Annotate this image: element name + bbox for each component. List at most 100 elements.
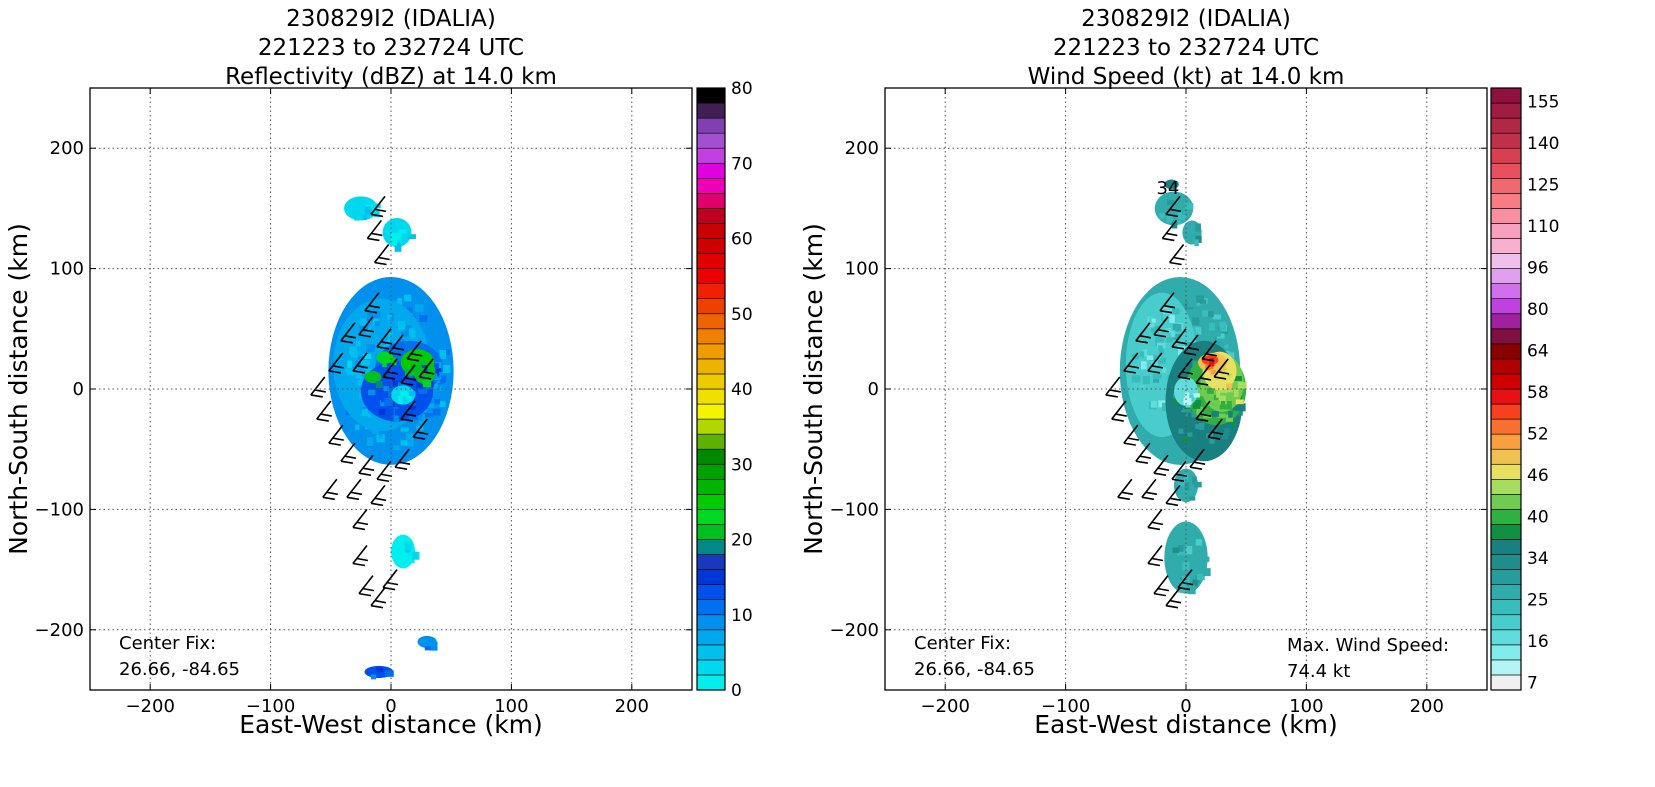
echo-pixel <box>408 391 416 396</box>
wind-barb <box>1117 478 1133 501</box>
wind-barb <box>1189 448 1206 470</box>
echo-pixel <box>424 646 433 651</box>
wind-barb <box>1161 219 1178 242</box>
echo-pixel <box>427 403 435 408</box>
colorbar-segment <box>696 388 726 405</box>
max-wind-label: Max. Wind Speed: <box>1287 635 1449 656</box>
echo-pixel <box>1159 414 1164 420</box>
echo-pixel <box>434 331 439 340</box>
echo-pixel <box>408 414 418 421</box>
echo-pixel <box>1170 183 1175 189</box>
echo-pixel <box>1222 428 1230 436</box>
echo-pixel <box>1158 345 1163 354</box>
wind-barb <box>370 195 387 218</box>
echo-pixel <box>1159 212 1165 219</box>
echo-pixel <box>1172 547 1180 553</box>
wind-barb <box>418 358 435 380</box>
x-tick-label: 200 <box>615 696 649 717</box>
echo-pixel <box>1224 344 1229 349</box>
wind-barb <box>352 352 369 374</box>
colorbar-tick-label: 34 <box>1527 549 1549 569</box>
echo-pixel <box>1208 311 1214 318</box>
colorbar-tick-label: 140 <box>1527 134 1559 154</box>
x-tick-label: 0 <box>385 696 396 717</box>
wind-barb <box>366 219 383 242</box>
colorbar-segment <box>696 343 726 360</box>
echo-pixel <box>1184 380 1192 385</box>
colorbar-tick-label: 64 <box>1527 342 1549 362</box>
wind-barb <box>1168 244 1185 266</box>
plot-data <box>1105 179 1247 609</box>
echo-pixel <box>418 314 428 322</box>
echo-pixel <box>400 440 408 446</box>
echo-pixel <box>1177 545 1184 552</box>
echo-pixel <box>357 379 366 386</box>
echo-pixel <box>1146 355 1154 361</box>
colorbar-segment <box>1490 599 1522 616</box>
colorbar-frame <box>1490 87 1522 691</box>
x-tick-label: 100 <box>1289 696 1323 717</box>
wind-barb <box>1141 478 1158 501</box>
echo-pixel <box>1228 411 1233 418</box>
echo-pixel <box>1151 318 1156 323</box>
wind-barb <box>376 460 393 483</box>
echo-pixel <box>1169 565 1179 572</box>
echo-pixel <box>1165 328 1172 333</box>
y-tick-label: 0 <box>868 379 879 400</box>
colorbar-segment <box>696 569 726 585</box>
echo-pixel <box>369 373 377 379</box>
echo-pixel <box>1143 393 1149 402</box>
echo-pixel <box>378 434 383 439</box>
wind-barb <box>400 400 417 422</box>
echo-pixel <box>390 232 398 242</box>
colorbar-segment <box>1490 418 1522 435</box>
wind-barb <box>406 340 423 362</box>
colorbar-segment <box>696 524 726 540</box>
echo-pixel <box>404 294 412 302</box>
echo-pixel <box>361 359 370 366</box>
echo-pixel <box>400 324 406 330</box>
echo-pixel <box>1195 550 1204 558</box>
wind-barb <box>382 358 399 380</box>
colorbar-segment <box>696 463 726 480</box>
echo-pixel <box>1177 412 1186 420</box>
echo-pixel <box>1169 314 1175 323</box>
echo-pixel <box>1177 292 1187 298</box>
echo-pixel <box>1210 370 1216 375</box>
echo-pixel <box>1178 530 1184 535</box>
echo-pixel <box>1160 202 1166 211</box>
echo-pixel <box>1197 387 1204 397</box>
echo-pixel <box>382 360 387 368</box>
colorbar-segment <box>1490 569 1522 585</box>
echo-pixel <box>1184 392 1190 400</box>
echo-pixel <box>347 360 352 368</box>
echo-pixel <box>1152 373 1162 379</box>
wind-barb <box>352 545 369 567</box>
echo-pixel <box>1199 299 1207 304</box>
echo-pixel <box>399 540 407 550</box>
echo-pixel <box>440 354 447 359</box>
echo-pixel <box>373 209 380 218</box>
wind-barb <box>310 376 326 398</box>
colorbar-segment <box>696 403 726 420</box>
colorbar-segment <box>1490 403 1522 420</box>
colorbar-tick-label: 10 <box>731 606 753 626</box>
wind-barb <box>1111 400 1127 422</box>
wind-barb <box>1177 358 1194 380</box>
echo-pixel <box>405 439 414 447</box>
wind-barb <box>1177 569 1194 591</box>
echo-pixel <box>355 340 361 347</box>
echo-pixel <box>365 206 372 215</box>
echo-pixel <box>1233 376 1242 381</box>
colorbar-segment <box>1490 208 1522 224</box>
colorbar-segment <box>1490 388 1522 405</box>
colorbar-segment <box>696 268 726 284</box>
echo-pixel <box>1195 301 1201 306</box>
echo-pixel <box>1237 403 1246 412</box>
colorbar-segment <box>1490 223 1522 239</box>
chart-title-line: Reflectivity (dBZ) at 14.0 km <box>225 64 557 90</box>
echo-pixel <box>1177 346 1186 356</box>
colorbar-frame <box>696 87 726 691</box>
colorbar-segment <box>696 87 726 104</box>
echo-pixel <box>1166 199 1174 206</box>
